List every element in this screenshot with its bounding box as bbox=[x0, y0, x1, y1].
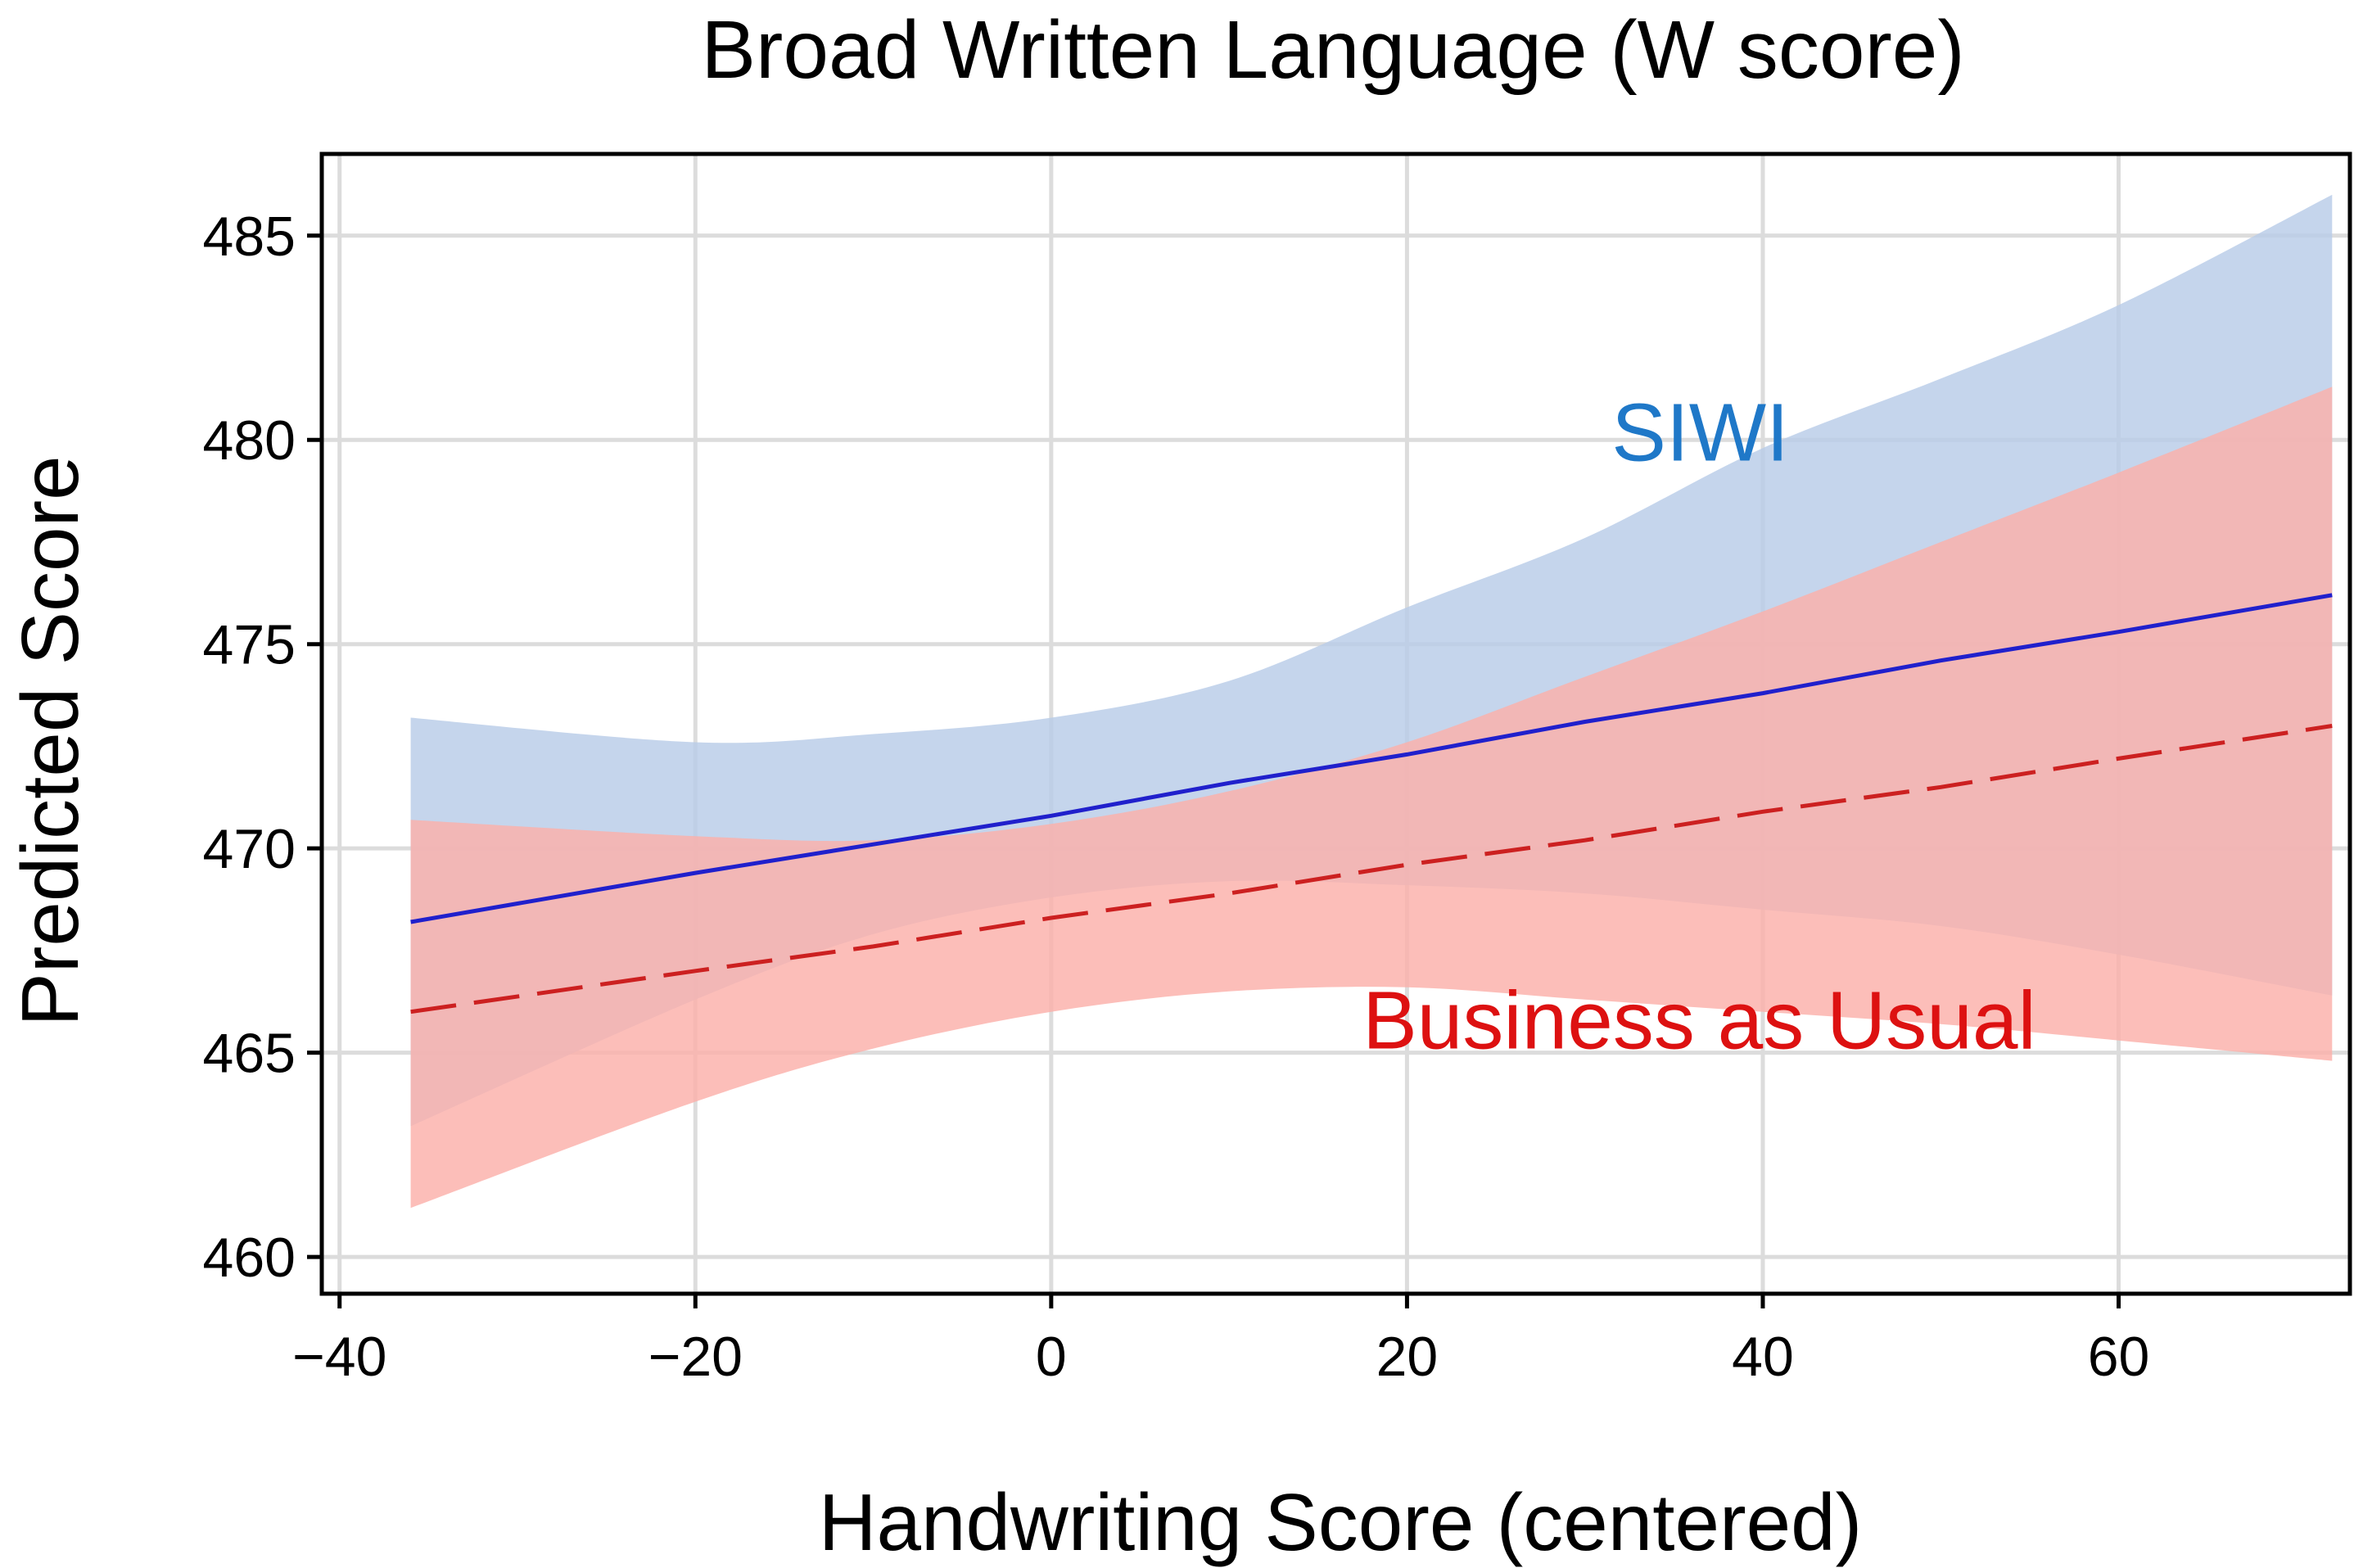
series-lines bbox=[410, 593, 2333, 1014]
x-tick-label: −20 bbox=[648, 1326, 743, 1388]
y-tick-label: 465 bbox=[203, 1023, 296, 1085]
y-tick-label: 470 bbox=[203, 818, 296, 880]
y-axis-label: Predicted Score bbox=[5, 455, 95, 1026]
x-axis-label: Handwriting Score (centered) bbox=[819, 1477, 1863, 1567]
confidence-bands bbox=[410, 194, 2333, 1209]
y-tick-label: 460 bbox=[203, 1227, 296, 1289]
series-annotations: SIWI Business as Usual bbox=[1362, 386, 2036, 1066]
chart-title: Broad Written Language (W score) bbox=[701, 4, 1964, 96]
y-tick-label: 485 bbox=[203, 206, 296, 268]
x-tick-label: −40 bbox=[292, 1326, 386, 1388]
siwi-line bbox=[410, 593, 2333, 924]
business-as-usual-line bbox=[410, 724, 2333, 1014]
x-tick-label: 60 bbox=[2088, 1326, 2150, 1388]
business-as-usual-confidence-band bbox=[410, 386, 2333, 1209]
y-tick-label: 480 bbox=[203, 409, 296, 472]
y-tick-label: 475 bbox=[203, 614, 296, 676]
x-tick-label: 0 bbox=[1036, 1326, 1067, 1388]
x-tick-label: 40 bbox=[1732, 1326, 1794, 1388]
y-axis-ticks: 460 465 470 475 480 485 bbox=[203, 206, 322, 1289]
x-axis-ticks: −40 −20 0 20 40 60 bbox=[292, 1294, 2149, 1388]
plot-frame bbox=[319, 151, 2352, 1296]
x-tick-label: 20 bbox=[1376, 1326, 1439, 1388]
siwi-annotation: SIWI bbox=[1611, 386, 1789, 478]
business-as-usual-annotation: Business as Usual bbox=[1362, 975, 2036, 1067]
